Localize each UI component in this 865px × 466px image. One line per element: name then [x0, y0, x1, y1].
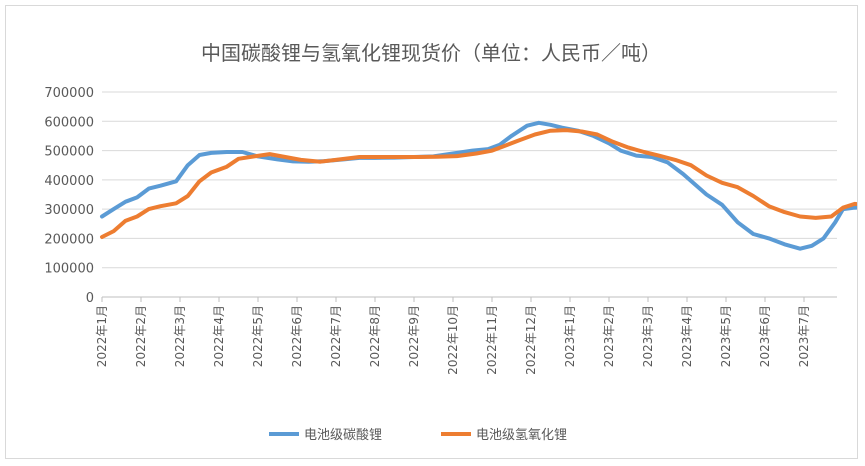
legend[interactable]: 电池级碳酸锂 电池级氢氧化锂 [269, 428, 567, 443]
x-tick-label: 2023年6月 [758, 305, 772, 367]
x-tick-label: 2023年3月 [641, 305, 655, 367]
x-tick-label: 2023年4月 [680, 305, 694, 367]
x-tick-label: 2023年2月 [602, 305, 616, 367]
x-tick-label: 2023年7月 [797, 305, 811, 367]
chart-canvas: 中国碳酸锂与氢氧化锂现货价（单位：人民币／吨） 0 100000 200000 300… [44, 41, 857, 443]
x-tick-label: 2022年8月 [368, 305, 382, 367]
x-tick-label: 2022年10月 [446, 305, 460, 375]
x-tick-label: 2022年3月 [173, 305, 187, 367]
x-tick-label: 2023年1月 [563, 305, 577, 367]
x-tick-label: 2023年5月 [719, 305, 733, 367]
x-tick-label: 2022年9月 [407, 305, 421, 367]
x-tick-label: 2022年12月 [524, 305, 538, 375]
y-tick-label: 100000 [44, 262, 94, 277]
x-tick-label: 2022年7月 [329, 305, 343, 367]
y-tick-label: 200000 [44, 232, 94, 247]
y-tick-label: 400000 [44, 174, 94, 189]
series-layer [100, 120, 857, 251]
chart-frame: 中国碳酸锂与氢氧化锂现货价（单位：人民币／吨） 0 100000 200000 300… [5, 5, 858, 459]
series-line-1 [100, 120, 857, 251]
y-axis-ticks: 0 100000 200000 300000 400000 500000 600000 700… [44, 86, 94, 306]
x-tick-label: 2022年4月 [212, 305, 226, 367]
y-tick-label: 600000 [44, 115, 94, 130]
x-tick-label: 2022年5月 [251, 305, 265, 367]
series-line-2 [100, 128, 857, 239]
x-tick-label: 2022年2月 [134, 305, 148, 367]
x-tick-label: 2022年6月 [290, 305, 304, 367]
x-tick-label: 2022年11月 [485, 305, 499, 375]
y-tick-label: 500000 [44, 145, 94, 160]
x-axis: 2022年1月 2022年2月 2022年3月 2022年4月 2022年5月 2022年… [95, 296, 837, 375]
y-tick-label: 300000 [44, 203, 94, 218]
y-tick-label: 0 [86, 291, 94, 306]
chart-title: 中国碳酸锂与氢氧化锂现货价（单位：人民币／吨） [201, 41, 661, 65]
y-tick-label: 700000 [44, 86, 94, 101]
grid-lines [102, 91, 837, 269]
x-tick-label: 2022年1月 [95, 305, 109, 367]
legend-label-1: 电池级碳酸锂 [304, 428, 382, 443]
legend-label-2: 电池级氢氧化锂 [476, 428, 567, 443]
